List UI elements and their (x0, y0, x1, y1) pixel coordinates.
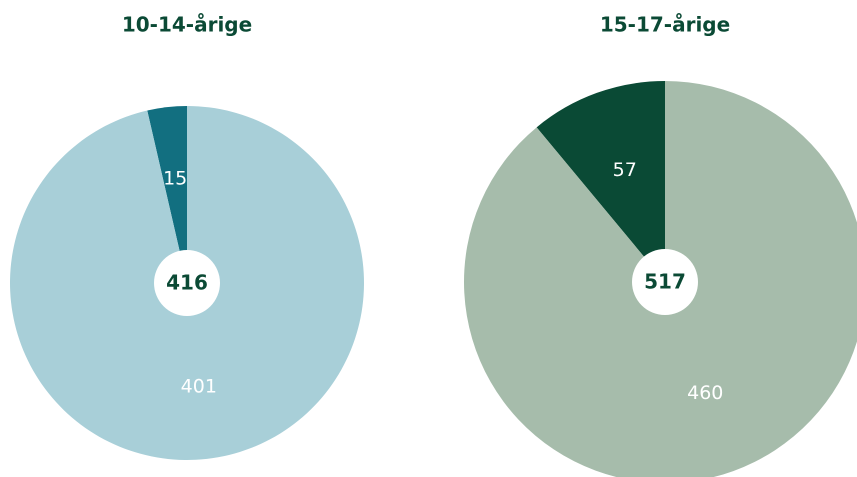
slice-label: 460 (687, 382, 723, 404)
slice-label: 401 (181, 375, 217, 397)
slice-label: 15 (163, 168, 187, 190)
center-hole (154, 250, 220, 316)
pie-slice (147, 106, 187, 283)
chart-title: 10-14-årige (122, 13, 252, 37)
slice-label: 57 (613, 159, 637, 181)
center-label: 517 (644, 270, 686, 294)
center-label: 416 (166, 271, 208, 295)
chart-title: 15-17-årige (600, 13, 730, 37)
center-hole (632, 249, 698, 315)
pie-slice (536, 81, 665, 282)
